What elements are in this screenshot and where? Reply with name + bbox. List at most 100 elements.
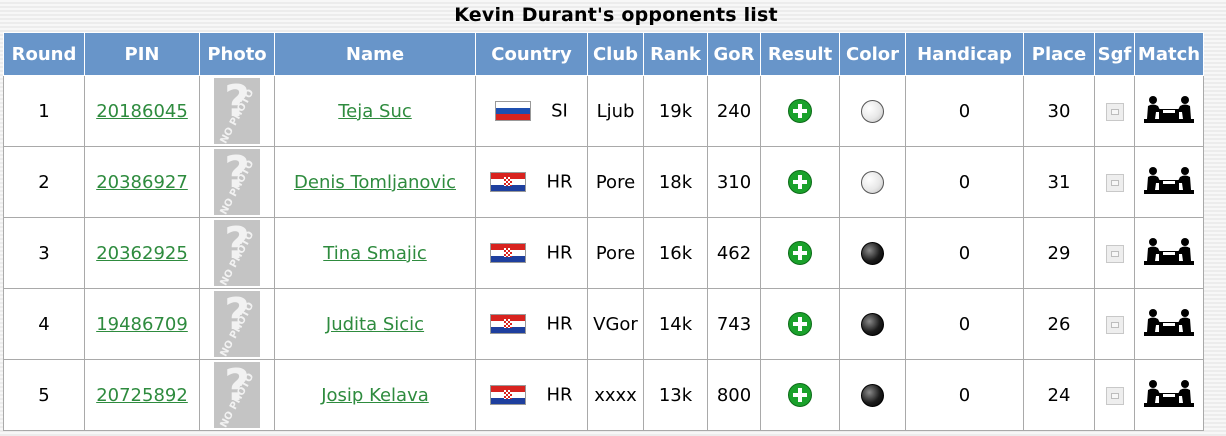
club-cell: Pore: [587, 217, 644, 289]
gor-value: 462: [716, 242, 752, 264]
place-cell: 30: [1023, 75, 1095, 147]
header-country: Country: [475, 32, 588, 76]
club-value: Pore: [595, 242, 636, 264]
club-cell: xxxx: [587, 359, 644, 431]
result-cell: [760, 359, 840, 431]
pin-cell: 20186045: [84, 75, 200, 147]
rank-value: 18k: [658, 171, 693, 193]
rank-cell: 16k: [643, 217, 708, 289]
round-cell: 4: [3, 288, 85, 360]
name-cell: Teja Suc: [274, 75, 476, 147]
header-handicap: Handicap: [905, 32, 1024, 76]
handicap-value: 0: [958, 384, 971, 406]
result-cell: [760, 146, 840, 218]
match-cell: [1134, 217, 1204, 289]
country-code: HR: [546, 242, 573, 264]
player-name-link[interactable]: Judita Sicic: [325, 313, 425, 335]
round-value: 4: [38, 313, 50, 335]
country-flag-icon: [495, 101, 532, 122]
club-value: VGor: [593, 313, 638, 335]
pin-link[interactable]: 20186045: [96, 100, 188, 122]
rank-value: 16k: [658, 242, 693, 264]
player-name-link[interactable]: Tina Smajic: [323, 242, 427, 264]
sgf-file-icon[interactable]: [1105, 102, 1124, 121]
gor-value: 240: [716, 100, 752, 122]
photo-cell: ? NO PHOTO: [199, 217, 275, 289]
color-cell: [839, 217, 906, 289]
match-players-icon[interactable]: [1144, 307, 1194, 342]
country-flag-icon: [490, 385, 527, 406]
photo-cell: ? NO PHOTO: [199, 75, 275, 147]
match-players-icon[interactable]: [1144, 165, 1194, 200]
rank-cell: 13k: [643, 359, 708, 431]
no-photo-image: ? NO PHOTO: [214, 362, 260, 430]
pin-cell: 20386927: [84, 146, 200, 218]
pin-cell: 20725892: [84, 359, 200, 431]
gor-value: 743: [716, 313, 752, 335]
name-cell: Tina Smajic: [274, 217, 476, 289]
player-name-link[interactable]: Teja Suc: [338, 100, 412, 122]
country-flag-icon: [490, 172, 527, 193]
color-cell: [839, 359, 906, 431]
gor-cell: 462: [707, 217, 761, 289]
header-color: Color: [839, 32, 906, 76]
place-cell: 24: [1023, 359, 1095, 431]
rank-value: 14k: [658, 313, 693, 335]
table-row: 3 20362925 ? NO PHOTO Tina Smajic HR Por…: [3, 217, 1204, 289]
name-cell: Denis Tomljanovic: [274, 146, 476, 218]
sgf-file-icon[interactable]: [1105, 173, 1124, 192]
gor-value: 310: [716, 171, 752, 193]
stone-color-icon: [861, 312, 884, 336]
table-header-row: Round PIN Photo Name Country Club Rank G…: [3, 32, 1204, 76]
color-cell: [839, 288, 906, 360]
handicap-value: 0: [958, 171, 971, 193]
match-cell: [1134, 146, 1204, 218]
header-photo: Photo: [199, 32, 275, 76]
match-players-icon[interactable]: [1144, 94, 1194, 129]
win-result-icon: [788, 383, 812, 407]
name-cell: Judita Sicic: [274, 288, 476, 360]
country-code: HR: [546, 171, 573, 193]
sgf-cell: [1094, 75, 1135, 147]
win-result-icon: [788, 170, 812, 194]
match-players-icon[interactable]: [1144, 236, 1194, 271]
club-cell: Pore: [587, 146, 644, 218]
pin-link[interactable]: 19486709: [96, 313, 188, 335]
photo-cell: ? NO PHOTO: [199, 146, 275, 218]
sgf-file-icon[interactable]: [1105, 315, 1124, 334]
gor-cell: 240: [707, 75, 761, 147]
gor-cell: 800: [707, 359, 761, 431]
header-sgf: Sgf: [1094, 32, 1135, 76]
no-photo-image: ? NO PHOTO: [214, 78, 260, 146]
place-value: 30: [1047, 100, 1071, 122]
round-cell: 3: [3, 217, 85, 289]
country-cell: HR: [475, 359, 588, 431]
stone-color-icon: [861, 99, 884, 123]
handicap-cell: 0: [905, 75, 1024, 147]
country-flag-icon: [490, 243, 527, 264]
pin-link[interactable]: 20725892: [96, 384, 188, 406]
place-cell: 26: [1023, 288, 1095, 360]
pin-link[interactable]: 20386927: [96, 171, 188, 193]
no-photo-image: ? NO PHOTO: [214, 149, 260, 217]
header-name: Name: [274, 32, 476, 76]
club-value: Pore: [595, 171, 636, 193]
sgf-file-icon[interactable]: [1105, 244, 1124, 263]
match-players-icon[interactable]: [1144, 378, 1194, 413]
country-code: HR: [546, 313, 573, 335]
page-title: Kevin Durant's opponents list: [454, 4, 778, 26]
player-name-link[interactable]: Denis Tomljanovic: [294, 171, 456, 193]
sgf-file-icon[interactable]: [1105, 386, 1124, 405]
place-value: 26: [1047, 313, 1071, 335]
round-cell: 2: [3, 146, 85, 218]
pin-link[interactable]: 20362925: [96, 242, 188, 264]
table-row: 1 20186045 ? NO PHOTO Teja Suc SI Ljub 1…: [3, 75, 1204, 147]
round-value: 5: [38, 384, 50, 406]
photo-cell: ? NO PHOTO: [199, 288, 275, 360]
result-cell: [760, 75, 840, 147]
country-cell: HR: [475, 217, 588, 289]
photo-cell: ? NO PHOTO: [199, 359, 275, 431]
round-value: 1: [38, 100, 50, 122]
player-name-link[interactable]: Josip Kelava: [321, 384, 429, 406]
club-cell: Ljub: [587, 75, 644, 147]
